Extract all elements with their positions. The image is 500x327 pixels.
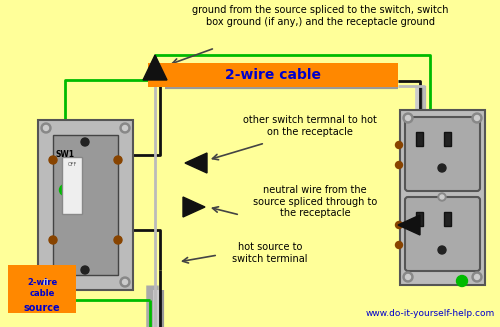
Circle shape [474, 115, 480, 121]
FancyBboxPatch shape [53, 135, 118, 275]
FancyBboxPatch shape [400, 110, 485, 285]
Circle shape [114, 156, 122, 164]
Circle shape [49, 156, 57, 164]
Text: www.do-it-yourself-help.com: www.do-it-yourself-help.com [366, 309, 495, 318]
Circle shape [396, 162, 402, 168]
Circle shape [120, 123, 130, 133]
Circle shape [81, 138, 89, 146]
Circle shape [396, 142, 402, 148]
Circle shape [438, 246, 446, 254]
Circle shape [438, 164, 446, 172]
Polygon shape [143, 55, 167, 80]
FancyBboxPatch shape [444, 132, 451, 146]
Circle shape [44, 280, 49, 284]
Circle shape [114, 236, 122, 244]
Circle shape [406, 274, 410, 280]
FancyBboxPatch shape [444, 212, 451, 226]
Circle shape [440, 195, 444, 199]
Circle shape [474, 274, 480, 280]
FancyBboxPatch shape [416, 132, 423, 146]
Text: OFF: OFF [68, 162, 76, 167]
Circle shape [472, 113, 482, 123]
Circle shape [60, 184, 70, 196]
Circle shape [406, 115, 410, 121]
Circle shape [81, 266, 89, 274]
Circle shape [122, 280, 128, 284]
Circle shape [122, 126, 128, 130]
Text: source: source [24, 303, 60, 313]
Text: ground from the source spliced to the switch, switch
box ground (if any,) and th: ground from the source spliced to the sw… [192, 5, 448, 26]
Circle shape [403, 113, 413, 123]
FancyBboxPatch shape [8, 265, 76, 313]
FancyBboxPatch shape [62, 157, 82, 214]
Circle shape [403, 272, 413, 282]
Circle shape [49, 236, 57, 244]
FancyBboxPatch shape [405, 117, 480, 191]
Polygon shape [183, 197, 205, 217]
Circle shape [44, 126, 49, 130]
Text: other switch termnal to hot
on the receptacle: other switch termnal to hot on the recep… [243, 115, 377, 137]
Text: 2-wire
cable: 2-wire cable [27, 278, 57, 298]
FancyBboxPatch shape [38, 120, 133, 290]
FancyBboxPatch shape [148, 63, 398, 87]
Circle shape [41, 277, 51, 287]
Text: SW1: SW1 [55, 150, 74, 159]
FancyBboxPatch shape [405, 197, 480, 271]
Circle shape [41, 123, 51, 133]
Circle shape [396, 221, 402, 229]
Text: neutral wire from the
source spliced through to
the receptacle: neutral wire from the source spliced thr… [253, 185, 377, 218]
Text: hot source to
switch terminal: hot source to switch terminal [232, 242, 308, 264]
Circle shape [438, 193, 446, 201]
Circle shape [396, 242, 402, 249]
Circle shape [120, 277, 130, 287]
Circle shape [472, 272, 482, 282]
Polygon shape [398, 215, 420, 235]
Circle shape [456, 276, 468, 286]
FancyBboxPatch shape [416, 212, 423, 226]
Polygon shape [185, 153, 207, 173]
Text: 2-wire cable: 2-wire cable [225, 68, 321, 82]
